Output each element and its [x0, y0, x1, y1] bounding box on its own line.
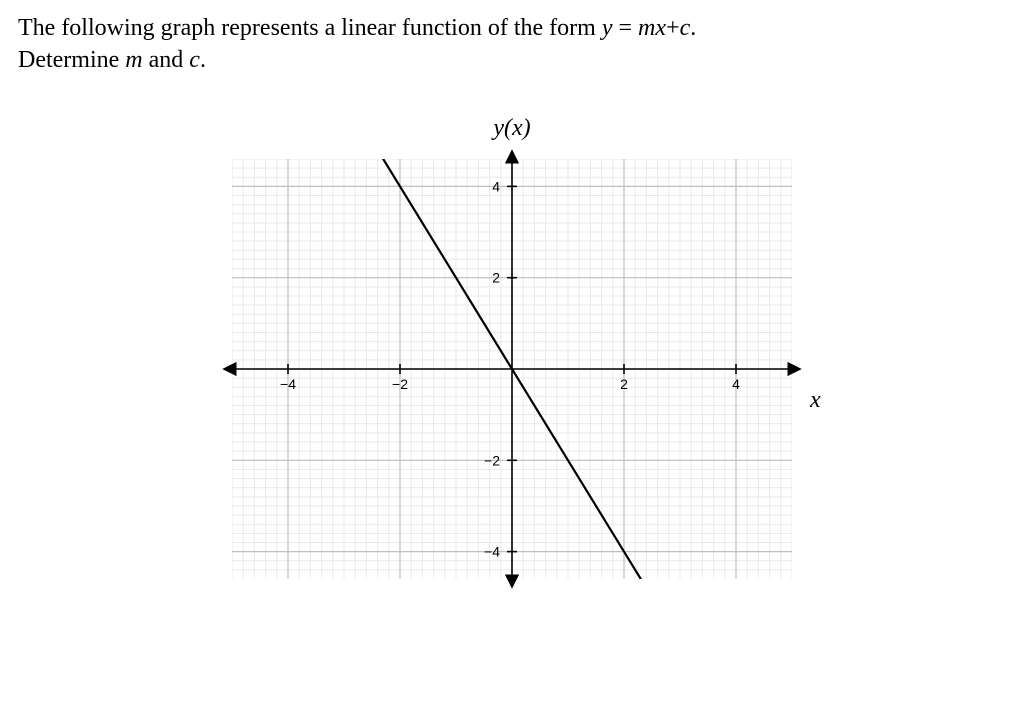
eq-c: c	[680, 15, 691, 41]
x-tick-label: 4	[732, 376, 740, 392]
chart-container: y(x) −4−224−4−224 x	[192, 119, 832, 639]
prompt-text-2: Determine	[18, 47, 125, 73]
eq-period: .	[690, 15, 696, 41]
var-m: m	[125, 47, 142, 73]
eq-plus: +	[666, 15, 680, 41]
eq-equals: =	[612, 15, 638, 41]
x-tick-label: 2	[620, 376, 628, 392]
y-tick-label: 2	[492, 269, 500, 285]
y-tick-label: −2	[484, 452, 500, 468]
problem-statement: The following graph represents a linear …	[18, 12, 1006, 77]
linear-function-graph: −4 −2 2 4 −4 −2 2 4	[192, 119, 832, 619]
x-tick-label: −2	[392, 376, 408, 392]
eq-x: x	[655, 15, 666, 41]
prompt-text-1: The following graph represents a linear …	[18, 15, 602, 41]
y-tick-label: 4	[492, 178, 500, 194]
x-axis-label: x	[810, 387, 821, 414]
prompt-period: .	[200, 47, 206, 73]
x-tick-label: −4	[280, 376, 296, 392]
eq-m: m	[638, 15, 655, 41]
prompt-and: and	[143, 47, 190, 73]
var-c: c	[189, 47, 200, 73]
y-axis-label: y(x)	[493, 115, 530, 142]
eq-y: y	[602, 15, 613, 41]
y-tick-label: −4	[484, 543, 500, 559]
